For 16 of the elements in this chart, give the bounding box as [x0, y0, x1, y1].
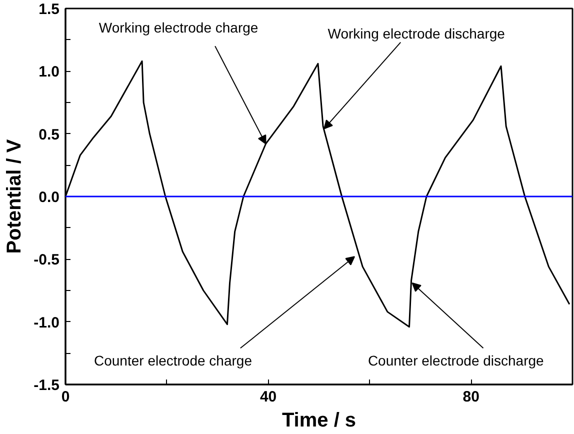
- annotation: Working electrode charge: [98, 19, 258, 36]
- y-tick-label: -1.0: [34, 314, 60, 332]
- y-tick-label: 1.5: [38, 1, 60, 18]
- x-axis-title: Time / s: [282, 410, 356, 432]
- annotation: Working electrode discharge: [328, 26, 506, 42]
- x-tick-label: 80: [462, 388, 480, 406]
- x-tick-label: 40: [260, 388, 277, 406]
- y-tick-label: -1.5: [34, 377, 60, 394]
- y-tick-label: 0.0: [38, 189, 60, 206]
- y-tick-label: -0.5: [34, 252, 60, 269]
- y-axis-title: Potential / V: [4, 138, 26, 254]
- y-tick-label: 1.0: [38, 64, 60, 81]
- annotation: Counter electrode discharge: [368, 352, 544, 369]
- x-tick-label: 0: [61, 388, 70, 406]
- annotation: Counter electrode charge: [94, 352, 252, 369]
- y-tick-label: 0.5: [38, 126, 60, 144]
